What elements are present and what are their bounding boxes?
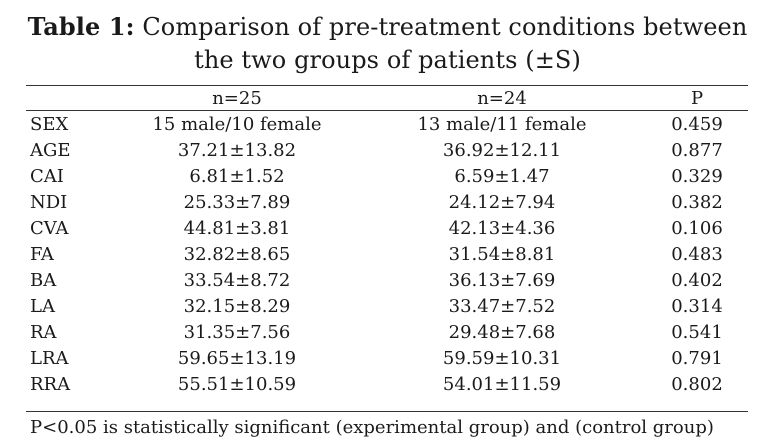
table-caption-line2: the two groups of patients (±S) — [194, 46, 581, 74]
row-p-value: 0.459 — [671, 114, 723, 135]
row-variable: LRA — [30, 348, 69, 369]
row-group2-value: 13 male/11 female — [417, 114, 587, 135]
row-variable: FA — [30, 244, 54, 265]
row-group2-value: 24.12±7.94 — [448, 192, 556, 213]
row-variable: CAI — [30, 166, 64, 187]
row-variable: LA — [30, 296, 55, 317]
row-p-value: 0.483 — [671, 244, 723, 265]
row-p-value: 0.106 — [671, 218, 723, 239]
header-cell-group1: n=25 — [212, 88, 262, 109]
row-p-value: 0.314 — [671, 296, 723, 317]
row-group2-value: 36.13±7.69 — [448, 270, 556, 291]
row-group2-value: 54.01±11.59 — [442, 374, 562, 395]
row-group1-value: 33.54±8.72 — [183, 270, 291, 291]
row-group1-value: 32.82±8.65 — [183, 244, 291, 265]
table-top-rule — [26, 85, 748, 86]
row-group2-value: 36.92±12.11 — [442, 140, 562, 161]
row-p-value: 0.329 — [671, 166, 723, 187]
table-caption-line1: Comparison of pre-treatment conditions b… — [142, 13, 748, 41]
row-group1-value: 6.81±1.52 — [189, 166, 285, 187]
table-row: RRA 55.51±10.59 54.01±11.59 0.802 — [0, 372, 775, 398]
row-p-value: 0.802 — [671, 374, 723, 395]
row-group1-value: 44.81±3.81 — [183, 218, 291, 239]
row-p-value: 0.541 — [671, 322, 723, 343]
row-variable: NDI — [30, 192, 68, 213]
table-header-rule — [26, 110, 748, 111]
row-variable: BA — [30, 270, 57, 291]
row-p-value: 0.877 — [671, 140, 723, 161]
row-group2-value: 42.13±4.36 — [448, 218, 556, 239]
table-row: LRA 59.65±13.19 59.59±10.31 0.791 — [0, 346, 775, 372]
row-group1-value: 59.65±13.19 — [177, 348, 297, 369]
table-header-row: n=25 n=24 P — [0, 86, 775, 112]
row-group1-value: 37.21±13.82 — [177, 140, 297, 161]
table-row: CAI 6.81±1.52 6.59±1.47 0.329 — [0, 164, 775, 190]
table-row: AGE 37.21±13.82 36.92±12.11 0.877 — [0, 138, 775, 164]
table-row: SEX 15 male/10 female 13 male/11 female … — [0, 112, 775, 138]
row-group2-value: 6.59±1.47 — [454, 166, 550, 187]
table-row: FA 32.82±8.65 31.54±8.81 0.483 — [0, 242, 775, 268]
table-row: RA 31.35±7.56 29.48±7.68 0.541 — [0, 320, 775, 346]
row-group2-value: 33.47±7.52 — [448, 296, 556, 317]
row-group1-value: 15 male/10 female — [152, 114, 322, 135]
row-variable: CVA — [30, 218, 69, 239]
row-group1-value: 55.51±10.59 — [177, 374, 297, 395]
table-caption-label: Table 1: — [27, 12, 135, 41]
table-row: NDI 25.33±7.89 24.12±7.94 0.382 — [0, 190, 775, 216]
row-group2-value: 29.48±7.68 — [448, 322, 556, 343]
row-variable: RA — [30, 322, 57, 343]
row-variable: AGE — [30, 140, 71, 161]
table-caption: Table 1: Comparison of pre-treatment con… — [0, 10, 775, 77]
table-footnote: P<0.05 is statistically significant (exp… — [30, 417, 714, 438]
row-p-value: 0.791 — [671, 348, 723, 369]
row-variable: RRA — [30, 374, 71, 395]
header-cell-p: P — [690, 88, 704, 109]
row-group2-value: 31.54±8.81 — [448, 244, 556, 265]
table-bottom-rule — [26, 411, 748, 412]
table-row: CVA 44.81±3.81 42.13±4.36 0.106 — [0, 216, 775, 242]
header-cell-group2: n=24 — [477, 88, 527, 109]
row-group2-value: 59.59±10.31 — [442, 348, 562, 369]
row-group1-value: 25.33±7.89 — [183, 192, 291, 213]
row-p-value: 0.402 — [671, 270, 723, 291]
row-group1-value: 32.15±8.29 — [183, 296, 291, 317]
table-row: BA 33.54±8.72 36.13±7.69 0.402 — [0, 268, 775, 294]
table-row: LA 32.15±8.29 33.47±7.52 0.314 — [0, 294, 775, 320]
row-group1-value: 31.35±7.56 — [183, 322, 291, 343]
row-p-value: 0.382 — [671, 192, 723, 213]
row-variable: SEX — [30, 114, 69, 135]
